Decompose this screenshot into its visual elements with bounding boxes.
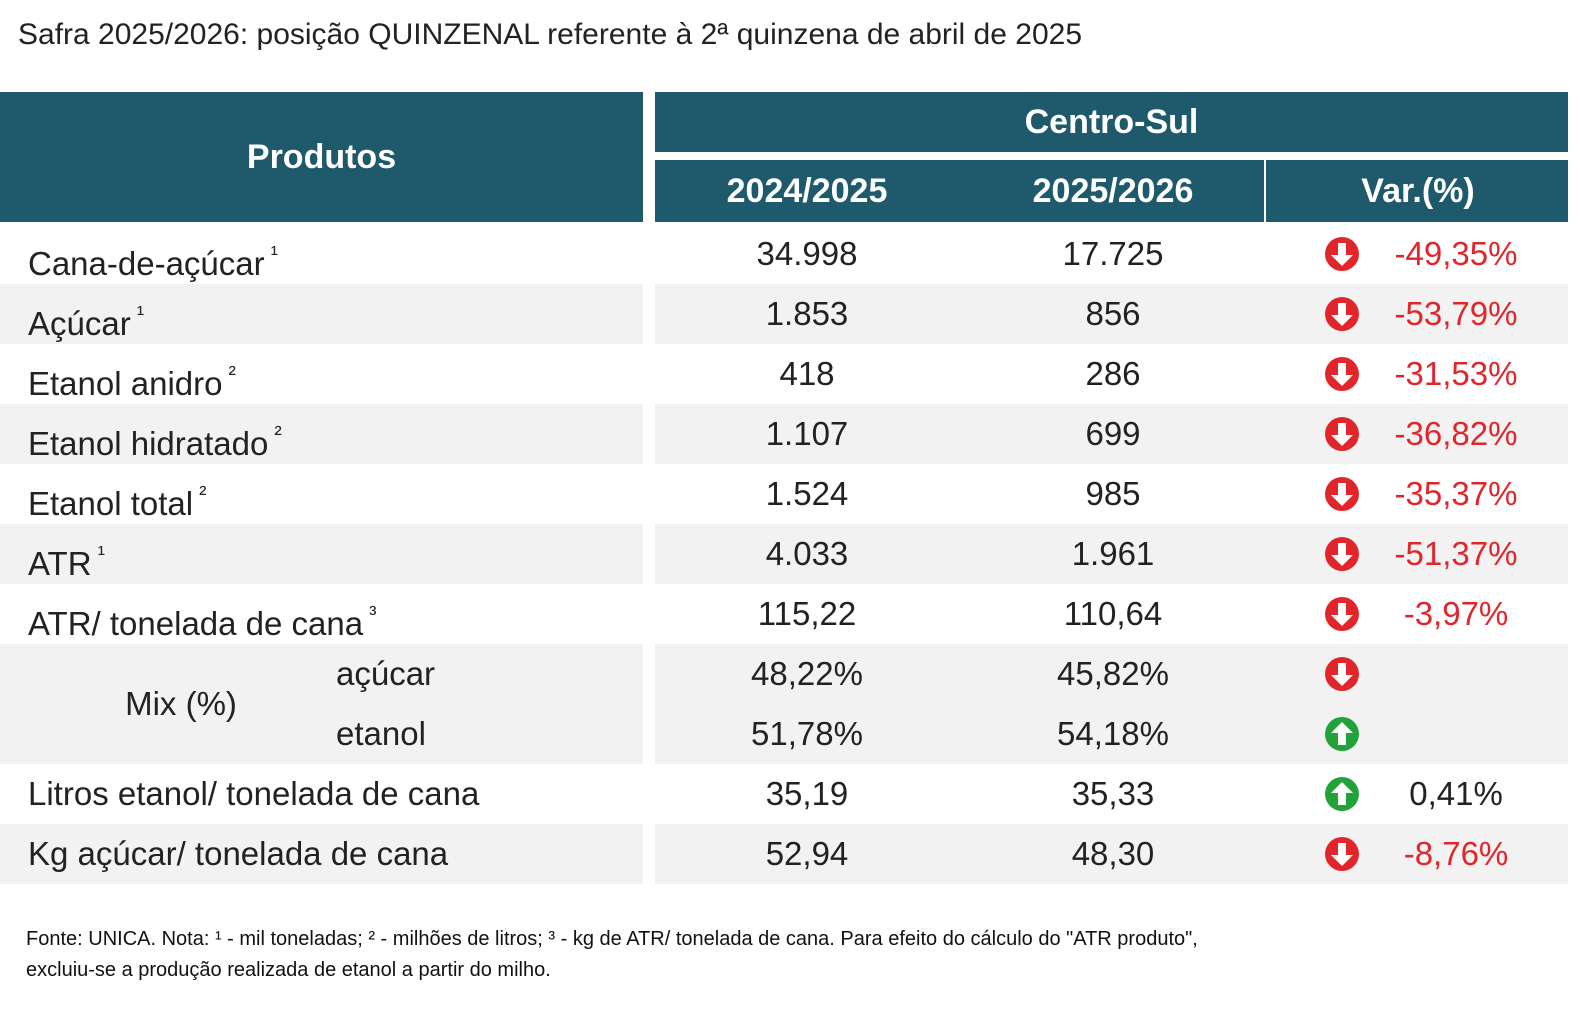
row-label: Etanol total ²: [28, 464, 206, 524]
value: 17.725: [1062, 235, 1164, 272]
row-bg: [655, 404, 1568, 464]
row-note: ³: [369, 601, 377, 626]
value: 54,18%: [1057, 715, 1169, 752]
col-header-text: Var.(%): [1361, 172, 1475, 210]
trend-icon: [1325, 717, 1359, 751]
value: 48,22%: [751, 655, 863, 692]
trend-icon: [1325, 237, 1359, 271]
row-note: ¹: [270, 241, 278, 266]
row-label-text: ATR: [28, 545, 92, 582]
row-bg: [0, 824, 643, 884]
row-label: Etanol hidratado ²: [28, 404, 282, 464]
value: 110,64: [1063, 595, 1163, 632]
trend-icon: [1325, 297, 1359, 331]
trend-icon: [1325, 477, 1359, 511]
value: 1.853: [765, 295, 849, 332]
value: 286: [1085, 355, 1141, 392]
trend-icon: [1325, 777, 1359, 811]
variation: -53,79%: [1394, 295, 1518, 332]
value: 34.998: [756, 235, 858, 272]
variation: -35,37%: [1394, 475, 1518, 512]
header-col: [1266, 160, 1568, 222]
row-label-text: Açúcar: [28, 305, 131, 342]
row-bg: [0, 524, 643, 584]
variation: -8,76%: [1403, 835, 1509, 872]
title: Safra 2025/2026: posição QUINZENAL refer…: [18, 18, 1083, 51]
value: 52,94: [765, 835, 849, 872]
row-note: ²: [199, 481, 207, 506]
row-note: ²: [228, 361, 236, 386]
row-label-text: Cana-de-açúcar: [28, 245, 265, 282]
row-label: Açúcar ¹: [28, 284, 144, 344]
header-region: Centro-Sul: [655, 92, 1568, 152]
row-note: ¹: [97, 541, 105, 566]
row-bg: [655, 524, 1568, 584]
row-bg: [655, 284, 1568, 344]
row-bg: [0, 644, 643, 764]
trend-icon: [1325, 657, 1359, 691]
value: 699: [1085, 415, 1141, 452]
row-label: ATR ¹: [28, 524, 105, 584]
value: 35,33: [1071, 775, 1155, 812]
row-bg: [655, 644, 1568, 764]
row-label: Litros etanol/ tonelada de cana: [28, 764, 479, 824]
variation: -51,37%: [1394, 535, 1518, 572]
row-label: ATR/ tonelada de cana ³: [28, 584, 376, 644]
row-note: ¹: [136, 301, 145, 326]
variation: -3,97%: [1403, 595, 1509, 632]
footnote-line: excluiu-se a produção realizada de etano…: [26, 959, 551, 981]
row-label-text: Etanol hidratado: [28, 425, 269, 462]
row-bg: [655, 824, 1568, 884]
trend-icon: [1325, 597, 1359, 631]
header-col: [655, 160, 1264, 222]
value: 1.524: [765, 475, 849, 512]
footnote: Fonte: UNICA. Nota: ¹ - mil toneladas; ²…: [26, 924, 1198, 986]
value: 1.107: [765, 415, 849, 452]
row-label-text: Etanol total: [28, 485, 194, 522]
row-label: Kg açúcar/ tonelada de cana: [28, 824, 448, 884]
row-label: Mix (%): [125, 685, 237, 722]
trend-icon: [1325, 417, 1359, 451]
sub-label: etanol: [336, 715, 426, 752]
value: 48,30: [1071, 835, 1155, 872]
row-bg: [0, 404, 643, 464]
variation: -36,82%: [1394, 415, 1518, 452]
variation: -31,53%: [1394, 355, 1518, 392]
value: 4.033: [765, 535, 849, 572]
value: 856: [1085, 295, 1141, 332]
header-products: Produtos: [0, 92, 643, 222]
footnote-line: Fonte: UNICA. Nota: ¹ - mil toneladas; ²…: [26, 928, 1198, 950]
row-bg: [0, 284, 643, 344]
value: 418: [779, 355, 835, 392]
row-label-text: Litros etanol/ tonelada de cana: [28, 775, 480, 812]
trend-icon: [1325, 837, 1359, 871]
col-header-text: 2025/2026: [1032, 172, 1194, 210]
value: 35,19: [765, 775, 849, 812]
value: 45,82%: [1057, 655, 1169, 692]
row-label-text: ATR/ tonelada de cana: [28, 605, 364, 642]
row-label-text: Kg açúcar/ tonelada de cana: [28, 835, 449, 872]
row-label: Etanol anidro ²: [28, 344, 236, 404]
value: 1.961: [1071, 535, 1155, 572]
sub-label: açúcar: [336, 655, 436, 692]
variation: 0,41%: [1409, 775, 1503, 812]
value: 51,78%: [751, 715, 863, 752]
value: 985: [1085, 475, 1141, 512]
trend-icon: [1325, 537, 1359, 571]
value: 115,22: [757, 595, 857, 632]
row-label-text: Etanol anidro: [28, 365, 223, 402]
row-note: ²: [274, 421, 282, 446]
trend-icon: [1325, 357, 1359, 391]
variation: -49,35%: [1394, 235, 1518, 272]
col-header-text: 2024/2025: [726, 172, 888, 210]
row-label: Cana-de-açúcar ¹: [28, 224, 278, 284]
